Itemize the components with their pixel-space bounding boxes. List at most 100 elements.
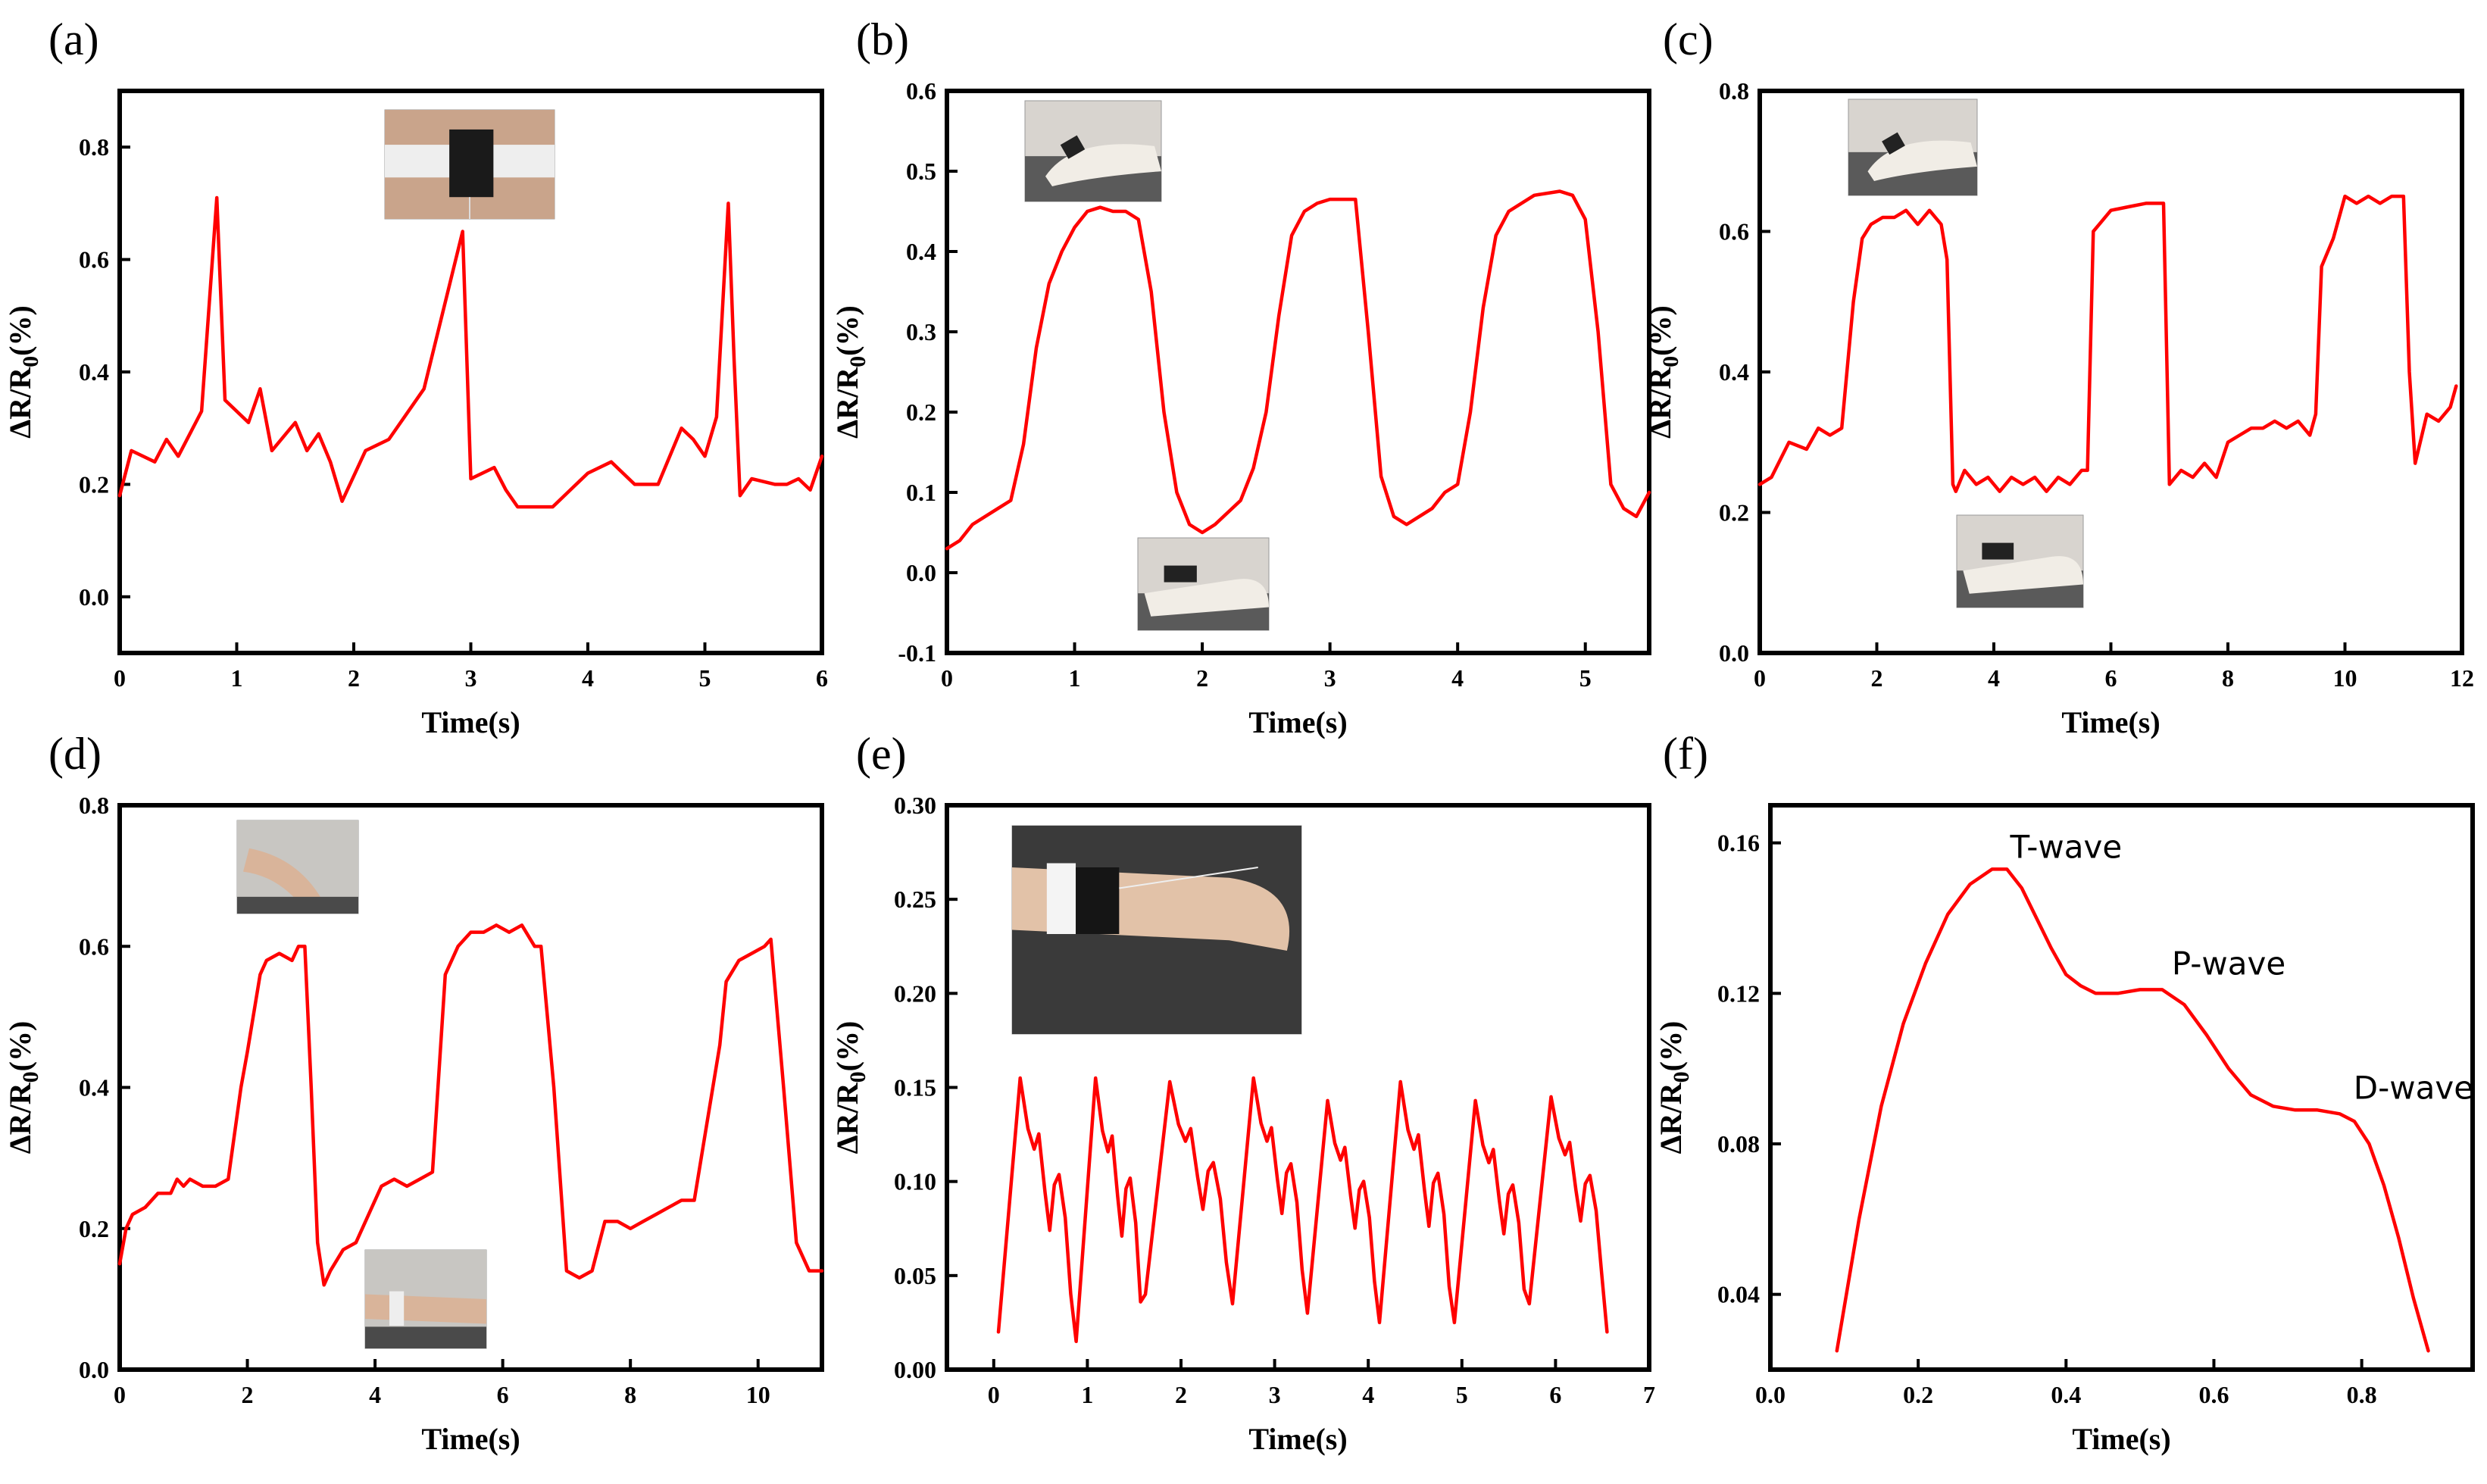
series-line: [1757, 194, 2458, 493]
y-tick-label: 0.5: [906, 158, 936, 185]
arm: [243, 848, 322, 909]
x-tick-label: 0: [114, 664, 126, 692]
x-tick-label: 10: [746, 1381, 770, 1408]
sensor: [1164, 565, 1197, 583]
panel-c: (c) 0 2 4 6 8 10 12 0.0 0.2 0.4 0.6 0.8 Time(s) ΔR/R0(…: [1643, 14, 2474, 739]
y-tick-label: 0.05: [894, 1262, 936, 1289]
x-tick-label: 5: [699, 664, 711, 692]
x-tick-label: 0.6: [2198, 1381, 2229, 1408]
annotation-d-wave: D-wave: [2354, 1069, 2473, 1106]
x-tick-label: 2: [348, 664, 360, 692]
x-tick-label: 0: [1754, 664, 1766, 692]
panel-b: (b) 0 1 2 3 4 5 -0.1 0.0 0.1 0.2 0.3 0.4 0.5 0.6 Time(s…: [830, 14, 1651, 739]
y-axis-title: ΔR/R0(%): [830, 1021, 870, 1154]
x-tick-label: 8: [2222, 664, 2234, 692]
chest-sensor-photo: [384, 109, 555, 220]
y-axis-title: ΔR/R0(%): [1643, 305, 1683, 439]
y-tick-label: 0.2: [906, 398, 936, 426]
table: [365, 1326, 486, 1348]
finger-straight-photo: [1956, 514, 2084, 608]
y-tick-label: 0.1: [906, 479, 936, 506]
y-tick-label: 0.10: [894, 1168, 936, 1195]
x-tick-label: 0: [114, 1381, 126, 1408]
finger-bent-photo: [1024, 100, 1162, 202]
x-axis-title: Time(s): [1248, 1422, 1347, 1456]
x-tick-label: 6: [2105, 664, 2117, 692]
panel-label: (a): [48, 14, 99, 64]
annotation-p-wave: P-wave: [2172, 945, 2285, 983]
x-tick-label: 10: [2333, 664, 2357, 692]
y-tick-label: 0.04: [1717, 1281, 1760, 1308]
sensor-patch: [1076, 867, 1120, 934]
y-tick-label: 0.2: [79, 1215, 109, 1242]
x-axis-title: Time(s): [421, 705, 520, 739]
y-axis-title: ΔR/R0(%): [3, 1021, 43, 1154]
y-tick-label: 0.20: [894, 979, 936, 1007]
x-tick-label: 3: [1324, 664, 1336, 692]
panel-label: (b): [856, 14, 909, 64]
y-tick-label: 0.00: [894, 1356, 936, 1383]
sensor-patch: [449, 129, 494, 198]
x-tick-label: 8: [624, 1381, 636, 1408]
glove-hand: [1144, 579, 1269, 617]
table: [237, 896, 358, 914]
y-tick-label: 0.8: [79, 133, 109, 161]
series-line: [117, 923, 824, 1287]
x-tick-label: 3: [1269, 1381, 1281, 1408]
panel-f: (f) 0.0 0.2 0.4 0.6 0.8 0.04 0.08 0.12 0.16 Time(s…: [1654, 729, 2475, 1456]
x-tick-label: 1: [231, 664, 243, 692]
y-tick-label: 0.0: [79, 583, 109, 611]
x-tick-label: 5: [1456, 1381, 1468, 1408]
x-tick-label: 0: [988, 1381, 1000, 1408]
glove-hand: [1963, 556, 2083, 594]
panel-a: (a) 0 1 2 3 4 5 6 0.0 0.2 0.4 0.6 0.8 Time(s) ΔR/R0(%): [3, 14, 828, 739]
y-tick-label: 0.2: [1719, 499, 1749, 526]
y-tick-label: 0.0: [1719, 639, 1749, 667]
arm: [365, 1294, 486, 1324]
y-tick-label: 0.4: [79, 358, 109, 386]
plot-frame: [1768, 803, 2475, 1372]
y-tick-label: 0.2: [79, 470, 109, 498]
sensor: [1882, 132, 1905, 155]
y-tick-label: 0.16: [1717, 829, 1760, 857]
x-tick-label: 4: [1988, 664, 2000, 692]
x-tick-label: 12: [2450, 664, 2474, 692]
x-tick-label: 6: [816, 664, 828, 692]
sensor: [1060, 135, 1086, 159]
x-axis-title: Time(s): [2072, 1422, 2170, 1456]
finger-bent-photo: [1848, 98, 1978, 196]
series-line: [1835, 867, 2430, 1353]
y-tick-label: 0.8: [1719, 77, 1749, 105]
y-tick-label: 0.4: [906, 238, 936, 265]
y-axis-title: ΔR/R0(%): [3, 305, 43, 439]
y-tick-label: 0.12: [1717, 979, 1760, 1007]
y-axis-title: ΔR/R0(%): [1654, 1021, 1694, 1154]
x-axis-title: Time(s): [1248, 705, 1347, 739]
panel-label: (d): [48, 729, 102, 779]
x-tick-label: 6: [1549, 1381, 1561, 1408]
y-tick-label: 0.3: [906, 318, 936, 345]
x-tick-label: 2: [1175, 1381, 1187, 1408]
y-axis-title: ΔR/R0(%): [830, 305, 870, 439]
finger-straight-photo: [1137, 537, 1270, 631]
x-tick-label: 0.4: [2051, 1381, 2081, 1408]
x-tick-label: 2: [1871, 664, 1883, 692]
x-tick-label: 7: [1643, 1381, 1655, 1408]
series-line: [117, 195, 824, 509]
series-line: [945, 189, 1651, 551]
arm-straight-photo: [364, 1249, 487, 1349]
x-tick-label: 0.0: [1755, 1381, 1786, 1408]
y-tick-label: 0.6: [79, 933, 109, 960]
y-tick-label: 0.8: [79, 792, 109, 819]
x-axis-title: Time(s): [421, 1422, 520, 1456]
y-tick-label: 0.15: [894, 1074, 936, 1101]
y-tick-label: 0.30: [894, 792, 936, 819]
panel-label: (e): [856, 729, 907, 779]
x-tick-label: 6: [497, 1381, 509, 1408]
wrist-sensor-photo: [1011, 825, 1302, 1035]
x-tick-label: 2: [242, 1381, 254, 1408]
sensor: [1982, 542, 2014, 560]
x-tick-label: 3: [465, 664, 477, 692]
y-tick-label: 0.0: [906, 559, 936, 586]
